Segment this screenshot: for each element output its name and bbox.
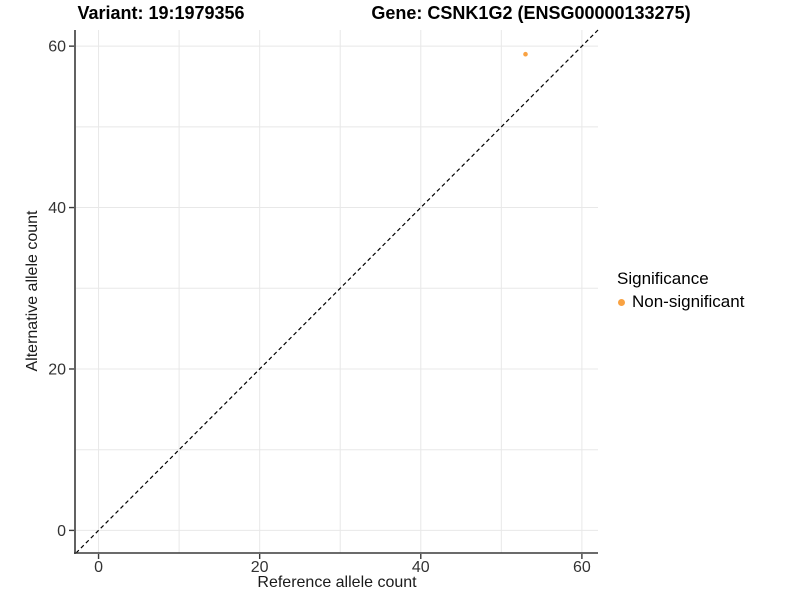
y-tick-label: 0 xyxy=(57,523,66,540)
identity-line xyxy=(75,29,599,554)
legend: Significance Non-significant xyxy=(617,269,744,312)
legend-point-icon xyxy=(618,299,625,306)
x-tick-label: 20 xyxy=(251,559,269,576)
y-tick-label: 60 xyxy=(48,39,66,56)
x-axis-label: Reference allele count xyxy=(257,574,417,591)
y-tick-label: 40 xyxy=(48,200,66,217)
x-tick-label: 0 xyxy=(94,559,103,576)
x-tick-label: 60 xyxy=(573,559,591,576)
legend-item-label: Non-significant xyxy=(632,292,745,311)
y-tick-label: 20 xyxy=(48,361,66,378)
y-axis-label: Alternative allele count xyxy=(24,210,41,372)
variant-title: Variant: 19:1979356 xyxy=(77,3,245,23)
legend-title: Significance xyxy=(617,269,709,288)
legend-item: Non-significant xyxy=(617,292,744,312)
gene-title: Gene: CSNK1G2 (ENSG00000133275) xyxy=(371,3,691,23)
data-point xyxy=(523,51,528,57)
x-tick-label: 40 xyxy=(412,559,430,576)
